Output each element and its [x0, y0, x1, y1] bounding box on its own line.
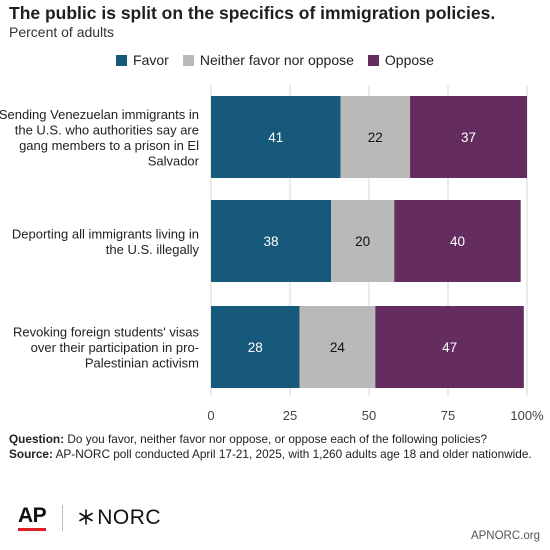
category-label: Sending Venezuelan immigrants in the U.S.… — [0, 107, 200, 169]
legend-swatch-oppose — [367, 54, 379, 66]
bar-oppose — [410, 96, 527, 178]
ap-logo: AP — [18, 505, 47, 531]
legend-swatch-favor — [116, 54, 128, 66]
logos: AP NORC — [18, 500, 161, 536]
legend-swatch-neither — [182, 54, 194, 66]
legend-label-oppose: Oppose — [384, 52, 434, 68]
x-tick-label: 100% — [510, 408, 544, 423]
data-label-favor: 41 — [268, 130, 283, 145]
chart-title: The public is split on the specifics of … — [9, 3, 496, 23]
bar-favor — [211, 96, 341, 178]
question-text: Do you favor, neither favor nor oppose, … — [67, 432, 488, 446]
x-tick-label: 0 — [207, 408, 214, 423]
legend: Favor Neither favor nor oppose Oppose — [0, 52, 550, 68]
data-label-oppose: 37 — [461, 130, 476, 145]
legend-item-favor: Favor — [116, 52, 169, 68]
question-note: Question: Do you favor, neither favor no… — [9, 432, 544, 447]
bar-neither — [299, 306, 376, 388]
data-label-favor: 28 — [248, 340, 263, 355]
site-link[interactable]: APNORC.org — [470, 530, 540, 542]
norc-logo: NORC — [77, 506, 161, 530]
source-text: AP-NORC poll conducted April 17-21, 2025… — [55, 446, 532, 461]
data-label-neither: 22 — [368, 130, 383, 145]
norc-logo-text: NORC — [97, 506, 162, 529]
chart-footer: Question: Do you favor, neither favor no… — [9, 432, 544, 461]
logo-divider — [62, 505, 64, 531]
data-label-neither: 20 — [355, 234, 370, 249]
norc-star-icon — [79, 509, 93, 525]
source-label: Source: — [9, 446, 53, 461]
bar-oppose — [375, 306, 524, 388]
source-note: Source: AP-NORC poll conducted April 17-… — [9, 447, 544, 462]
data-label-oppose: 40 — [450, 234, 465, 249]
bar-neither — [340, 96, 411, 178]
legend-label-neither: Neither favor nor oppose — [199, 52, 354, 68]
legend-item-oppose: Oppose — [367, 52, 434, 68]
legend-item-neither: Neither favor nor oppose — [182, 52, 354, 68]
legend-label-favor: Favor — [133, 52, 169, 68]
x-tick-label: 50 — [362, 408, 376, 423]
x-tick-label: 75 — [441, 408, 455, 423]
x-tick-label: 25 — [283, 408, 297, 423]
data-label-oppose: 47 — [442, 340, 457, 355]
question-label: Question: — [9, 432, 65, 446]
chart-subtitle: Percent of adults — [9, 24, 115, 40]
bar-oppose — [394, 200, 521, 282]
stacked-bar-chart: 0 25 50 75 100% Sending Venezuelan immigrants… — [0, 85, 544, 423]
category-label: Deporting all immigrants living in the U.… — [12, 226, 200, 257]
bar-favor — [211, 200, 332, 282]
bar-favor — [211, 306, 300, 388]
data-label-neither: 24 — [330, 340, 346, 355]
bar-neither — [331, 200, 395, 282]
category-label: Revoking foreign students' visas over the… — [13, 325, 200, 371]
data-label-favor: 38 — [264, 234, 279, 249]
